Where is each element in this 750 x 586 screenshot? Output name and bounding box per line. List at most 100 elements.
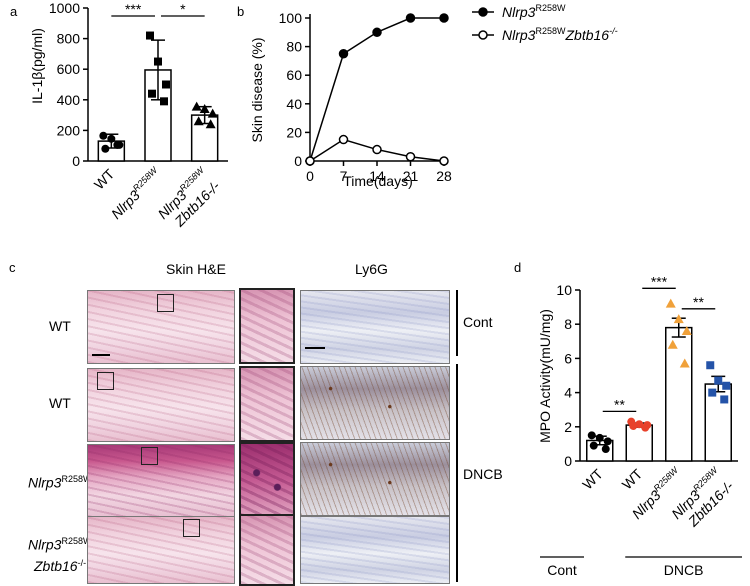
data-point [589, 441, 598, 450]
y-tick-label: 0 [72, 153, 80, 169]
knockout-gene-name: Zbtb16 [564, 27, 609, 43]
he-image [87, 516, 235, 584]
x-tick-label: 28 [436, 168, 452, 184]
x-tick-label: Nlrp3R258WZbtb16-/- [668, 464, 736, 530]
zoom-region-box [141, 447, 158, 465]
row-label: Nlrp3R258W Zbtb16-/- [28, 532, 91, 575]
x-tick-label: 0 [306, 168, 314, 184]
scale-bar [305, 347, 325, 349]
he-image [87, 444, 235, 518]
data-point [107, 134, 116, 143]
ly6g-image [300, 290, 450, 364]
row-label: WT [49, 395, 71, 411]
significance-label: ** [614, 396, 625, 412]
allele-superscript: R258W [535, 3, 566, 13]
data-point [714, 376, 723, 385]
x-tick-label-text: WT [91, 165, 118, 192]
allele-superscript: R258W [131, 164, 160, 193]
ly6g-image [300, 366, 450, 440]
data-point [681, 326, 692, 336]
y-tick-label: 4 [564, 385, 572, 401]
cont-bracket-line [456, 290, 458, 356]
x-tick-label-text: WT [619, 465, 646, 492]
data-point [708, 388, 717, 397]
allele-superscript: R258W [535, 26, 566, 36]
data-point [199, 103, 210, 113]
significance-label: *** [125, 1, 142, 17]
x-tick-label: WT [619, 465, 646, 492]
group-label: DNCB [664, 562, 704, 578]
x-tick-label: 21 [403, 168, 419, 184]
bar [665, 326, 693, 462]
data-point [641, 423, 650, 432]
data-point [146, 31, 154, 40]
y-tick-label: 6 [564, 350, 572, 366]
significance-label: *** [651, 273, 668, 289]
row-label: WT [49, 318, 71, 334]
header-skin-he: Skin H&E [166, 261, 226, 277]
data-point [478, 30, 488, 40]
data-point [603, 437, 612, 446]
data-point [595, 433, 604, 442]
chart-a-ylabel: IL-1β(pg/ml) [29, 28, 45, 104]
data-point [722, 381, 731, 390]
data-point [207, 108, 218, 118]
data-point [679, 358, 690, 368]
data-point [205, 119, 216, 129]
he-image [87, 368, 235, 442]
header-ly6g: Ly6G [355, 261, 388, 277]
gene-name: Nlrp3 [28, 474, 62, 491]
x-tick-label: 7 [340, 168, 348, 184]
he-zoom-image [239, 514, 295, 586]
data-point [665, 298, 676, 308]
he-image [87, 290, 235, 364]
data-point [372, 144, 382, 155]
gene-name: Nlrp3 [28, 536, 62, 553]
significance-label: * [180, 1, 186, 17]
chart-b-xlabel: Time(days) [343, 173, 413, 189]
gene-name: Nlrp3 [502, 27, 536, 43]
data-point [193, 116, 204, 126]
y-tick-label: 80 [286, 39, 302, 55]
y-tick-label: 60 [286, 67, 302, 83]
he-zoom-image [239, 442, 295, 518]
data-point [667, 339, 678, 349]
data-point [720, 395, 729, 404]
data-point [478, 7, 488, 17]
y-tick-label: 1000 [49, 0, 80, 16]
data-point [439, 13, 449, 23]
data-point [439, 156, 449, 166]
panel-label-b: b [237, 4, 245, 19]
gene-name: Zbtb16 [34, 558, 78, 575]
group-label-dncb: DNCB [463, 466, 503, 482]
data-point [113, 140, 122, 149]
zoom-region-box [183, 519, 200, 537]
zoom-region-box [157, 294, 174, 312]
y-tick-label: 20 [286, 124, 302, 140]
data-point [706, 361, 715, 370]
knockout-superscript: -/- [77, 557, 87, 568]
y-tick-label: 800 [57, 31, 81, 47]
bar [625, 424, 653, 462]
panel-label-d: d [514, 260, 522, 275]
data-point [372, 27, 382, 38]
y-tick-label: 10 [556, 282, 572, 298]
data-point [148, 89, 156, 98]
y-tick-label: 200 [57, 122, 81, 138]
ly6g-image [300, 442, 450, 516]
allele-superscript: R258W [61, 536, 92, 546]
scale-bar [92, 354, 110, 356]
data-point [154, 57, 162, 66]
significance-label: ** [693, 294, 704, 310]
data-point [629, 421, 638, 430]
group-label: Cont [547, 562, 577, 578]
data-point [160, 97, 168, 106]
chart-d-ylabel: MPO Activity(mU/mg) [537, 309, 553, 443]
y-tick-label: 400 [57, 92, 81, 108]
data-point [405, 13, 416, 23]
data-point [162, 80, 170, 89]
data-point [587, 431, 596, 440]
x-tick-label: Nlrp3R258WZbtb16-/- [155, 164, 223, 230]
